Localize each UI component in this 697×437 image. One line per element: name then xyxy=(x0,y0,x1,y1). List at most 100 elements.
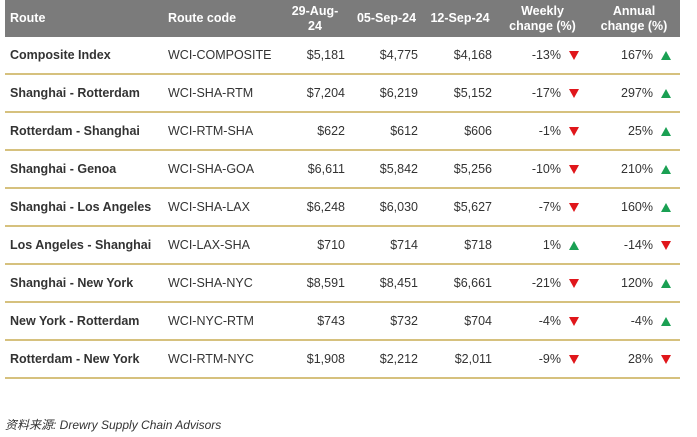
cell: WCI-SHA-GOA xyxy=(163,150,280,189)
table-row: Composite Index WCI-COMPOSITE $5,181 $4,775… xyxy=(5,37,680,75)
column-header: Route xyxy=(5,0,163,37)
cell: $7,204 xyxy=(280,74,350,113)
change-value: -17% xyxy=(531,86,561,100)
change-value: -7% xyxy=(538,200,561,214)
change-value: 167% xyxy=(621,48,653,62)
route-name: Los Angeles - Shanghai xyxy=(5,226,163,265)
cell: $5,152 xyxy=(423,74,497,113)
arrow-down xyxy=(569,279,579,289)
arrow-up xyxy=(661,89,671,99)
cell: $732 xyxy=(350,302,423,341)
header-row: Route Route code 29-Aug-24 05-Sep-24 12-Sep-… xyxy=(5,0,680,37)
cell: $6,248 xyxy=(280,188,350,227)
cell: WCI-COMPOSITE xyxy=(163,37,280,75)
cell: $4,168 xyxy=(423,37,497,75)
table-row: Shanghai - Genoa WCI-SHA-GOA $6,611 $5,842 $… xyxy=(5,150,680,189)
arrow-up xyxy=(661,165,671,175)
arrow-down xyxy=(661,241,671,251)
cell: $612 xyxy=(350,112,423,151)
arrow-down xyxy=(569,51,579,61)
change-value: 120% xyxy=(621,276,653,290)
change-value: 297% xyxy=(621,86,653,100)
change-value: -4% xyxy=(630,314,653,328)
change-value: 25% xyxy=(627,124,653,138)
cell: -14% xyxy=(588,226,680,265)
arrow-down xyxy=(569,355,579,365)
cell: -4% xyxy=(588,302,680,341)
cell: 210% xyxy=(588,150,680,189)
cell: $622 xyxy=(280,112,350,151)
change-value: -13% xyxy=(531,48,561,62)
freight-table: Route Route code 29-Aug-24 05-Sep-24 12-Sep-… xyxy=(5,0,680,379)
column-header: 05-Sep-24 xyxy=(350,0,423,37)
cell: WCI-NYC-RTM xyxy=(163,302,280,341)
table-row: Los Angeles - Shanghai WCI-LAX-SHA $710 $71… xyxy=(5,226,680,265)
cell: WCI-LAX-SHA xyxy=(163,226,280,265)
route-name: Shanghai - Genoa xyxy=(5,150,163,189)
arrow-up xyxy=(661,317,671,327)
arrow-down xyxy=(569,317,579,327)
cell: $5,627 xyxy=(423,188,497,227)
arrow-up xyxy=(661,127,671,137)
cell: 167% xyxy=(588,37,680,75)
arrow-down xyxy=(569,165,579,175)
arrow-down xyxy=(569,203,579,213)
column-header: 12-Sep-24 xyxy=(423,0,497,37)
arrow-down xyxy=(569,89,579,99)
cell: $1,908 xyxy=(280,340,350,379)
cell: -13% xyxy=(497,37,588,75)
cell: WCI-SHA-LAX xyxy=(163,188,280,227)
cell: -7% xyxy=(497,188,588,227)
change-value: 160% xyxy=(621,200,653,214)
cell: $2,011 xyxy=(423,340,497,379)
route-name: Rotterdam - Shanghai xyxy=(5,112,163,151)
arrow-down xyxy=(661,355,671,365)
cell: 25% xyxy=(588,112,680,151)
route-name: Shanghai - New York xyxy=(5,264,163,303)
cell: $704 xyxy=(423,302,497,341)
cell: $743 xyxy=(280,302,350,341)
arrow-up xyxy=(661,51,671,61)
arrow-up xyxy=(661,203,671,213)
cell: $710 xyxy=(280,226,350,265)
change-value: -4% xyxy=(538,314,561,328)
table-row: Shanghai - Rotterdam WCI-SHA-RTM $7,204 $6,… xyxy=(5,74,680,113)
cell: 120% xyxy=(588,264,680,303)
cell: 160% xyxy=(588,188,680,227)
change-value: 1% xyxy=(542,238,561,252)
route-name: Composite Index xyxy=(5,37,163,75)
table-body: Composite Index WCI-COMPOSITE $5,181 $4,775… xyxy=(5,37,680,379)
route-name: Rotterdam - New York xyxy=(5,340,163,379)
cell: $6,611 xyxy=(280,150,350,189)
cell: -9% xyxy=(497,340,588,379)
table-row: Shanghai - New York WCI-SHA-NYC $8,591 $8,4… xyxy=(5,264,680,303)
route-name: Shanghai - Rotterdam xyxy=(5,74,163,113)
table-row: Shanghai - Los Angeles WCI-SHA-LAX $6,248 $… xyxy=(5,188,680,227)
cell: -1% xyxy=(497,112,588,151)
change-value: 210% xyxy=(621,162,653,176)
change-value: -9% xyxy=(538,352,561,366)
cell: WCI-RTM-SHA xyxy=(163,112,280,151)
cell: $4,775 xyxy=(350,37,423,75)
cell: $5,256 xyxy=(423,150,497,189)
cell: $714 xyxy=(350,226,423,265)
column-header: Route code xyxy=(163,0,280,37)
cell: $718 xyxy=(423,226,497,265)
cell: WCI-SHA-RTM xyxy=(163,74,280,113)
column-header: 29-Aug-24 xyxy=(280,0,350,37)
cell: WCI-SHA-NYC xyxy=(163,264,280,303)
cell: $2,212 xyxy=(350,340,423,379)
cell: 297% xyxy=(588,74,680,113)
change-value: 28% xyxy=(627,352,653,366)
cell: 1% xyxy=(497,226,588,265)
cell: 28% xyxy=(588,340,680,379)
cell: $6,219 xyxy=(350,74,423,113)
arrow-down xyxy=(569,127,579,137)
table-row: Rotterdam - New York WCI-RTM-NYC $1,908 $2,… xyxy=(5,340,680,379)
table-row: Rotterdam - Shanghai WCI-RTM-SHA $622 $612 $… xyxy=(5,112,680,151)
cell: $5,842 xyxy=(350,150,423,189)
route-name: Shanghai - Los Angeles xyxy=(5,188,163,227)
cell: WCI-RTM-NYC xyxy=(163,340,280,379)
cell: -4% xyxy=(497,302,588,341)
